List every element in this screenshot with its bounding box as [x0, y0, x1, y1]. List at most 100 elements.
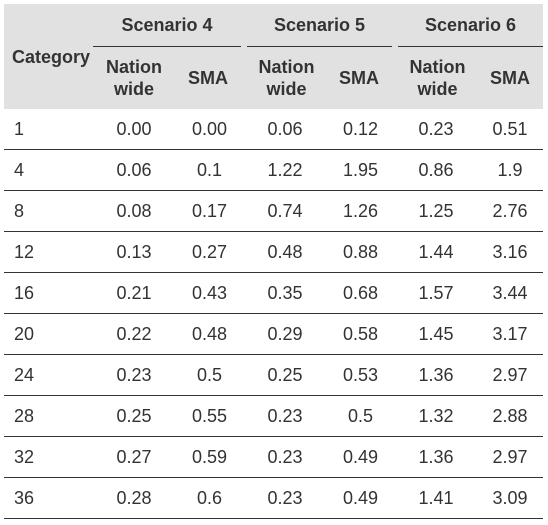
wide-label: wide [113, 79, 154, 99]
nation-label: Nation [409, 57, 466, 77]
s5-nationwide-cell: 0.48 [244, 231, 327, 273]
table-body: 1 0.00 0.00 0.06 0.12 0.23 0.51 4 0.06 0.1 1.22 1.9… [4, 109, 544, 519]
s4-sma-cell: 0.27 [175, 231, 245, 273]
s6-nationwide-cell: 1.57 [395, 272, 478, 314]
s6-sma-cell: 2.97 [477, 354, 544, 396]
s4-nationwide-cell: 0.21 [93, 272, 175, 314]
s4-sma-cell: 0.1 [175, 149, 245, 191]
s6-sma-cell: 3.09 [477, 477, 544, 519]
table-row: 12 0.13 0.27 0.48 0.88 1.44 3.16 [4, 231, 544, 273]
s5-sma-cell: 0.49 [326, 477, 396, 519]
data-table: Category Scenario 4 Scenario 5 Scenario … [4, 4, 544, 519]
category-cell: 36 [4, 477, 93, 519]
s6-nationwide-cell: 0.23 [395, 109, 478, 150]
s4-nationwide-header: Nation wide [93, 46, 175, 109]
table-row: 24 0.23 0.5 0.25 0.53 1.36 2.97 [4, 354, 544, 396]
s4-sma-header: SMA [175, 46, 248, 109]
s4-sma-cell: 0.00 [175, 109, 245, 150]
s4-nationwide-cell: 0.23 [93, 354, 175, 396]
table-row: 8 0.08 0.17 0.74 1.26 1.25 2.76 [4, 190, 544, 232]
category-cell: 32 [4, 436, 93, 478]
s6-nationwide-cell: 1.44 [395, 231, 478, 273]
s4-nationwide-cell: 0.00 [93, 109, 175, 150]
s4-sma-cell: 0.5 [175, 354, 245, 396]
s6-sma-cell: 1.9 [477, 149, 544, 191]
s5-nationwide-header: Nation wide [244, 46, 327, 109]
s4-nationwide-cell: 0.27 [93, 436, 175, 478]
s5-sma-cell: 0.58 [326, 313, 396, 355]
s6-nationwide-cell: 1.36 [395, 354, 478, 396]
s5-nationwide-cell: 0.23 [244, 436, 327, 478]
category-cell: 8 [4, 190, 93, 232]
header-sub-row: Nation wide SMA Nation wide SMA Nation wide… [4, 46, 544, 109]
s5-sma-cell: 0.68 [326, 272, 396, 314]
s6-nationwide-header: Nation wide [395, 46, 478, 109]
s5-sma-cell: 0.5 [326, 395, 396, 437]
category-cell: 1 [4, 109, 93, 150]
category-cell: 4 [4, 149, 93, 191]
s5-sma-cell: 0.49 [326, 436, 396, 478]
s5-nationwide-cell: 1.22 [244, 149, 327, 191]
scenario-6-header: Scenario 6 [395, 4, 544, 47]
s4-sma-cell: 0.59 [175, 436, 245, 478]
s4-sma-cell: 0.48 [175, 313, 245, 355]
s6-nationwide-cell: 1.36 [395, 436, 478, 478]
s6-nationwide-cell: 1.41 [395, 477, 478, 519]
s5-sma-cell: 1.95 [326, 149, 396, 191]
s4-sma-cell: 0.6 [175, 477, 245, 519]
s4-sma-cell: 0.43 [175, 272, 245, 314]
wide-label: wide [417, 79, 458, 99]
s5-nationwide-cell: 0.23 [244, 477, 327, 519]
s6-sma-header: SMA [477, 46, 544, 109]
table-row: 28 0.25 0.55 0.23 0.5 1.32 2.88 [4, 395, 544, 437]
s4-nationwide-cell: 0.28 [93, 477, 175, 519]
table-row: 1 0.00 0.00 0.06 0.12 0.23 0.51 [4, 109, 544, 150]
s4-nationwide-cell: 0.22 [93, 313, 175, 355]
nation-label: Nation [106, 57, 162, 77]
s6-sma-cell: 2.88 [477, 395, 544, 437]
s6-sma-cell: 0.51 [477, 109, 544, 150]
s5-nationwide-cell: 0.23 [244, 395, 327, 437]
table-row: 16 0.21 0.43 0.35 0.68 1.57 3.44 [4, 272, 544, 314]
nation-label: Nation [258, 57, 315, 77]
scenario-4-header: Scenario 4 [93, 4, 248, 47]
table-row: 4 0.06 0.1 1.22 1.95 0.86 1.9 [4, 149, 544, 191]
category-cell: 12 [4, 231, 93, 273]
scenario-5-header: Scenario 5 [244, 4, 399, 47]
table-row: 20 0.22 0.48 0.29 0.58 1.45 3.17 [4, 313, 544, 355]
category-cell: 20 [4, 313, 93, 355]
s5-nationwide-cell: 0.35 [244, 272, 327, 314]
s5-nationwide-cell: 0.25 [244, 354, 327, 396]
s4-sma-cell: 0.17 [175, 190, 245, 232]
s6-nationwide-cell: 1.25 [395, 190, 478, 232]
category-cell: 28 [4, 395, 93, 437]
wide-label: wide [266, 79, 307, 99]
table-row: 36 0.28 0.6 0.23 0.49 1.41 3.09 [4, 477, 544, 519]
s5-sma-cell: 0.12 [326, 109, 396, 150]
category-header: Category [4, 4, 93, 109]
s6-nationwide-cell: 1.45 [395, 313, 478, 355]
s5-sma-cell: 0.88 [326, 231, 396, 273]
s6-sma-cell: 2.97 [477, 436, 544, 478]
s5-nationwide-cell: 0.29 [244, 313, 327, 355]
s5-nationwide-cell: 0.06 [244, 109, 327, 150]
s4-nationwide-cell: 0.13 [93, 231, 175, 273]
s5-nationwide-cell: 0.74 [244, 190, 327, 232]
s6-nationwide-cell: 1.32 [395, 395, 478, 437]
s4-nationwide-cell: 0.08 [93, 190, 175, 232]
s6-nationwide-cell: 0.86 [395, 149, 478, 191]
s5-sma-cell: 1.26 [326, 190, 396, 232]
s5-sma-header: SMA [326, 46, 399, 109]
s6-sma-cell: 3.44 [477, 272, 544, 314]
table-header: Category Scenario 4 Scenario 5 Scenario … [4, 4, 544, 109]
s6-sma-cell: 3.17 [477, 313, 544, 355]
table-row: 32 0.27 0.59 0.23 0.49 1.36 2.97 [4, 436, 544, 478]
header-group-row: Category Scenario 4 Scenario 5 Scenario … [4, 4, 544, 109]
s6-sma-cell: 2.76 [477, 190, 544, 232]
s4-nationwide-cell: 0.25 [93, 395, 175, 437]
category-cell: 24 [4, 354, 93, 396]
s5-sma-cell: 0.53 [326, 354, 396, 396]
category-cell: 16 [4, 272, 93, 314]
s4-sma-cell: 0.55 [175, 395, 245, 437]
s4-nationwide-cell: 0.06 [93, 149, 175, 191]
